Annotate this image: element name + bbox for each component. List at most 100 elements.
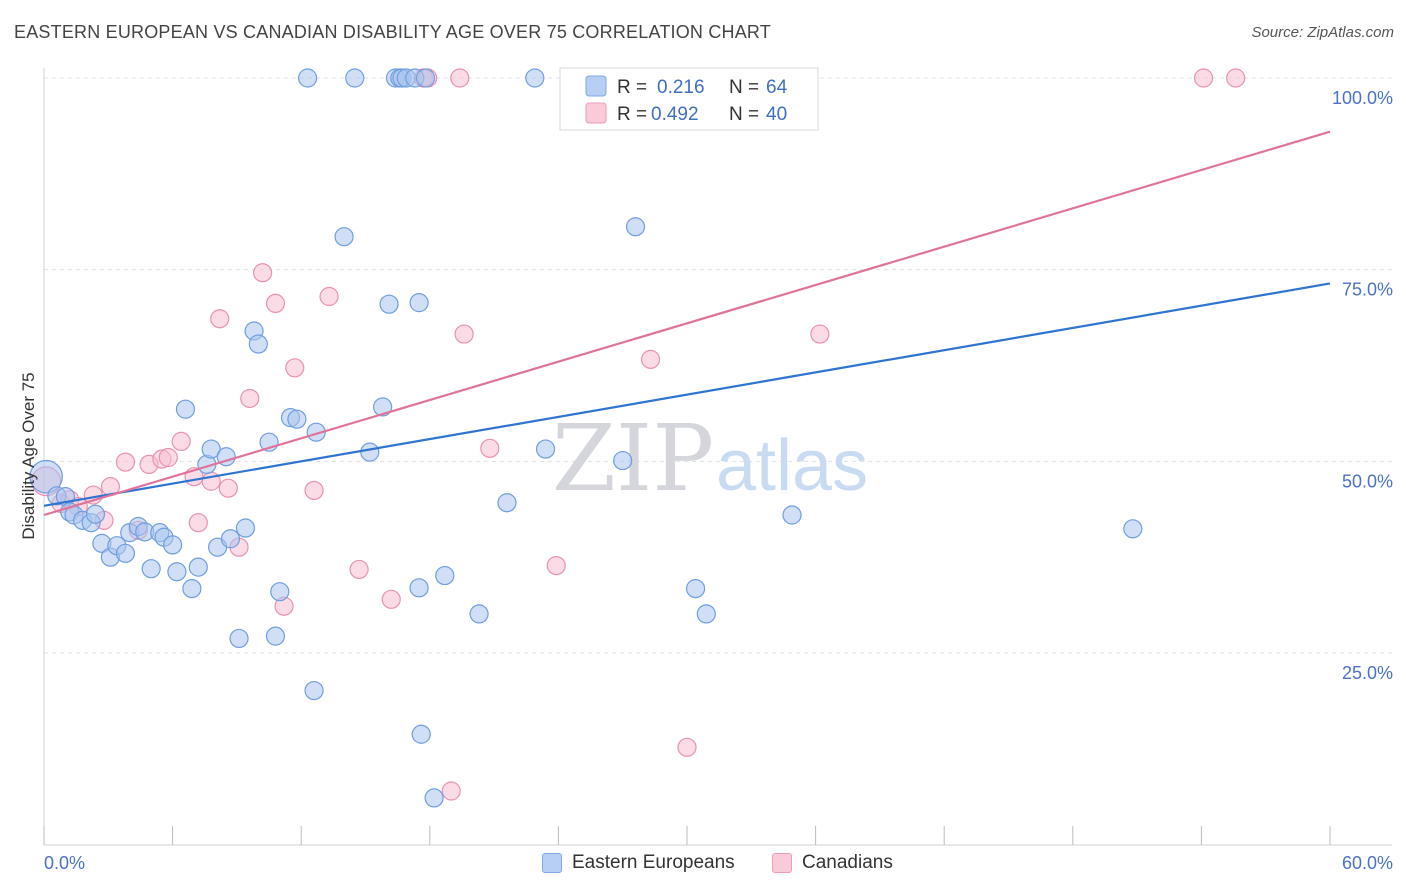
point-canadians [441,781,461,801]
point-eastern-europeans [1123,519,1143,539]
point-canadians [240,388,260,409]
point-eastern-europeans [141,559,161,579]
point-eastern-europeans [220,529,241,549]
point-eastern-europeans [265,626,286,646]
point-eastern-europeans [535,439,556,459]
chart-title: EASTERN EUROPEAN VS CANADIAN DISABILITY … [14,22,771,42]
point-eastern-europeans [175,399,196,419]
legend-r-value-1: 0.216 [657,77,705,98]
y-tick-label: 25.0% [1342,663,1393,683]
legend-n-label-2: N = [729,104,759,125]
point-eastern-europeans [525,68,545,88]
point-eastern-europeans [435,565,455,586]
point-canadians [450,68,470,88]
point-canadians [1226,68,1246,88]
point-eastern-europeans [29,459,63,494]
top-legend: R = 0.216 N = 64 R = 0.492 N = 40 [559,67,819,131]
y-tick-label: 50.0% [1342,471,1393,491]
point-canadians [218,478,238,498]
point-canadians [1193,68,1214,88]
point-eastern-europeans [373,397,393,417]
y-tick-labels: 25.0% 50.0% 75.0% 100.0% [1332,88,1393,683]
source-label: Source: ZipAtlas.com [1251,24,1394,41]
trend-line-canadians [43,130,1331,517]
legend-swatch-canadians [772,853,792,873]
point-eastern-europeans [625,217,646,237]
x-tick-labels: 0.0% 60.0% [44,853,1393,873]
y-tick-label: 75.0% [1342,280,1393,300]
point-canadians [546,555,566,576]
point-canadians [171,431,191,451]
point-canadians [158,447,178,468]
point-eastern-europeans [469,604,489,624]
legend-r-label-2: R = [617,104,647,125]
grid [44,77,1392,654]
point-canadians [304,480,324,501]
point-eastern-europeans [248,334,268,354]
point-canadians [210,309,230,329]
point-canadians [677,737,697,757]
legend-label-canadians: Canadians [802,852,893,873]
point-canadians [115,452,136,472]
point-eastern-europeans [409,293,429,313]
legend-n-label-1: N = [729,77,759,98]
point-canadians [349,559,369,580]
point-eastern-europeans [115,543,136,563]
watermark-atlas: atlas [716,426,868,506]
point-canadians [480,438,500,458]
legend-r-value-2: 0.492 [651,104,699,125]
legend-item-eastern-europeans: Eastern Europeans [542,852,735,874]
legend-n-value-2: 40 [766,104,787,125]
point-eastern-europeans [345,68,365,88]
x-tick-label: 60.0% [1342,853,1393,873]
trend-lines [43,130,1331,517]
point-eastern-europeans [270,582,290,602]
point-canadians [640,349,661,369]
point-eastern-europeans [497,493,517,513]
point-eastern-europeans [235,518,256,538]
point-eastern-europeans [415,68,436,88]
point-eastern-europeans [334,227,354,247]
point-eastern-europeans [424,788,444,808]
point-eastern-europeans [182,578,202,599]
bottom-legend: Eastern Europeans Canadians [0,852,1406,878]
point-eastern-europeans [685,578,706,599]
trend-line-eastern-europeans [43,282,1331,507]
point-eastern-europeans [304,680,324,701]
y-axis-label: Disability Age Over 75 [19,372,38,539]
point-canadians [253,263,273,283]
point-eastern-europeans [409,578,429,598]
point-eastern-europeans [379,294,399,314]
watermark-zip: ZIP [552,405,714,512]
point-eastern-europeans [85,504,106,524]
point-canadians [319,286,339,307]
point-canadians [810,324,830,344]
point-eastern-europeans [613,450,633,471]
legend-r-label-1: R = [617,77,647,98]
legend-item-canadians: Canadians [772,852,893,874]
point-eastern-europeans [229,628,249,649]
point-eastern-europeans [201,439,221,459]
point-eastern-europeans [188,557,208,577]
point-canadians [454,324,474,344]
legend-swatch-pink [585,102,607,124]
legend-swatch-eastern-europeans [542,853,562,873]
point-canadians [285,358,305,378]
point-eastern-europeans [411,724,431,744]
point-canadians [188,513,208,533]
point-eastern-europeans [360,442,380,462]
point-eastern-europeans [782,505,802,525]
x-tick-label: 0.0% [44,853,85,873]
point-eastern-europeans [298,68,318,88]
legend-n-value-1: 64 [766,77,788,98]
axes [43,68,1392,846]
point-eastern-europeans [287,409,307,429]
series-eastern-europeans [29,68,1143,808]
point-eastern-europeans [167,562,187,582]
point-eastern-europeans [696,604,716,624]
watermark: ZIP atlas [552,405,868,512]
point-canadians [381,589,401,609]
point-canadians [265,293,286,313]
y-tick-label: 100.0% [1332,88,1393,108]
